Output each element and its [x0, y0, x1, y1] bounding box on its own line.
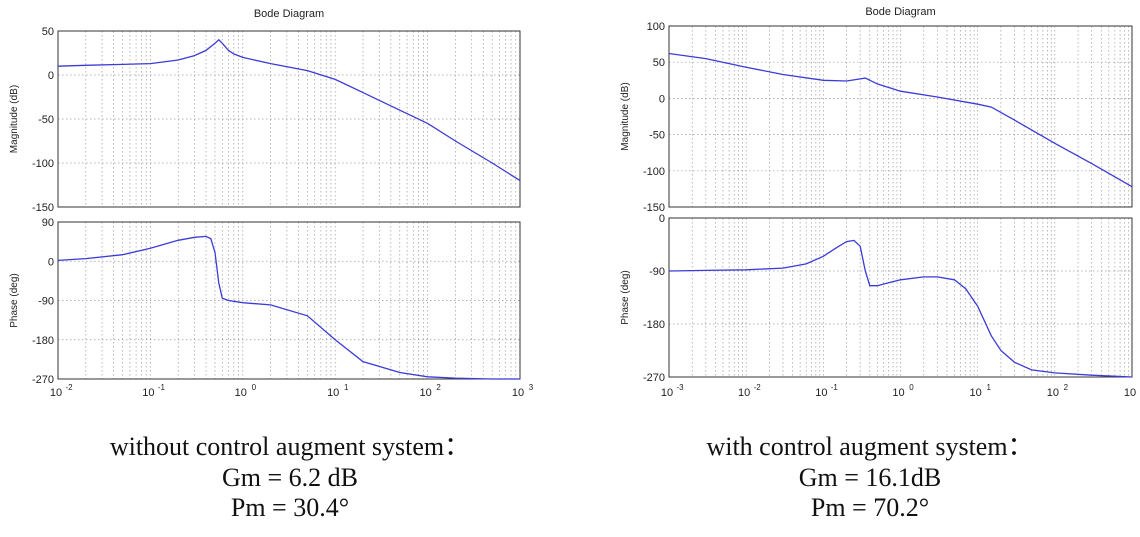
x-tick-label: 10 1: [327, 383, 349, 399]
x-tick-label: 10 -1: [142, 383, 165, 399]
x-tick-exponent: -1: [158, 383, 166, 392]
magnitude-y-axis-label: Magnitude (dB): [9, 85, 20, 153]
left-caption: without control augment system： Gm = 6.2…: [30, 432, 550, 524]
x-tick-base: 10: [419, 387, 431, 399]
x-tick-exponent: 1: [986, 383, 991, 392]
x-tick-exponent: 1: [344, 383, 349, 392]
y-tick-label: 50: [42, 26, 54, 38]
y-tick-label: 100: [647, 21, 665, 33]
y-tick-label: -50: [38, 114, 54, 126]
y-tick-label: -100: [32, 158, 54, 170]
x-tick-base: 10: [815, 387, 827, 399]
x-tick-exponent: -3: [676, 383, 684, 392]
y-tick-label: -180: [32, 335, 54, 347]
chart-title: Bode Diagram: [865, 6, 935, 18]
x-tick-base: 10: [1124, 387, 1136, 399]
y-tick-label: 90: [42, 217, 54, 229]
y-tick-label: 0: [659, 93, 665, 105]
x-tick-base: 10: [970, 387, 982, 399]
x-tick-exponent: 2: [436, 383, 441, 392]
x-tick-exponent: 0: [252, 383, 257, 392]
x-tick-label: 10 3: [512, 383, 534, 399]
y-tick-label: -180: [643, 319, 665, 331]
y-tick-label: -90: [38, 296, 54, 308]
x-tick-exponent: 3: [529, 383, 534, 392]
x-tick-exponent: 2: [1064, 383, 1069, 392]
phase-y-axis-label: Phase (deg): [620, 270, 631, 324]
x-tick-base: 10: [327, 387, 339, 399]
y-tick-label: 0: [659, 213, 665, 225]
x-tick-exponent: -2: [754, 383, 762, 392]
x-tick-label: 103: [1124, 383, 1140, 399]
x-tick-base: 10: [235, 387, 247, 399]
y-tick-label: -50: [649, 130, 665, 142]
chart-title: Bode Diagram: [254, 8, 324, 20]
x-tick-label: 10 1: [970, 383, 992, 399]
magnitude-y-axis-label: Magnitude (dB): [620, 82, 631, 150]
y-tick-label: -150: [32, 202, 54, 214]
y-tick-label: -270: [32, 374, 54, 386]
x-tick-label: 10 -3: [661, 383, 684, 399]
x-tick-base: 10: [1047, 387, 1059, 399]
y-tick-label: -90: [649, 266, 665, 278]
y-tick-label: 50: [653, 57, 665, 69]
x-tick-label: 10 0: [892, 383, 914, 399]
x-tick-base: 10: [512, 387, 524, 399]
phase-panel: 0 -90 -180 -270 Phase (deg): [620, 213, 1132, 384]
x-tick-base: 10: [142, 387, 154, 399]
x-tick-label: 10 0: [235, 383, 257, 399]
x-tick-base: 10: [50, 387, 62, 399]
x-tick-label: 10 -2: [738, 383, 761, 399]
left-phase-margin: Pm = 30.4°: [30, 493, 550, 524]
magnitude-panel: 50 0 -50 -100 -150 Magnitude (dB): [9, 26, 520, 214]
x-tick-exponent: -1: [831, 383, 839, 392]
y-tick-label: -270: [643, 372, 665, 384]
right-caption-title: with control augment system：: [600, 432, 1140, 463]
y-tick-label: 0: [48, 70, 54, 82]
x-tick-base: 10: [892, 387, 904, 399]
phase-plot-area: [669, 218, 1132, 377]
x-tick-label: 10 -1: [815, 383, 838, 399]
left-caption-title: without control augment system：: [30, 432, 550, 463]
right-phase-margin: Pm = 70.2°: [600, 493, 1140, 524]
x-tick-label: 10 2: [419, 383, 441, 399]
magnitude-plot-area: [669, 26, 1132, 207]
x-tick-exponent: -2: [65, 383, 73, 392]
x-tick-label: 10 2: [1047, 383, 1069, 399]
phase-panel: 90 0 -90 -180 -270 Phase (deg): [9, 217, 520, 386]
right-gain-margin: Gm = 16.1dB: [600, 463, 1140, 494]
phase-y-axis-label: Phase (deg): [9, 273, 20, 327]
left-gain-margin: Gm = 6.2 dB: [30, 463, 550, 494]
y-tick-label: -100: [643, 166, 665, 178]
x-tick-base: 10: [738, 387, 750, 399]
y-tick-label: 0: [48, 256, 54, 268]
x-tick-base: 10: [661, 387, 673, 399]
x-tick-exponent: 0: [909, 383, 914, 392]
right-caption: with control augment system： Gm = 16.1dB…: [600, 432, 1140, 524]
